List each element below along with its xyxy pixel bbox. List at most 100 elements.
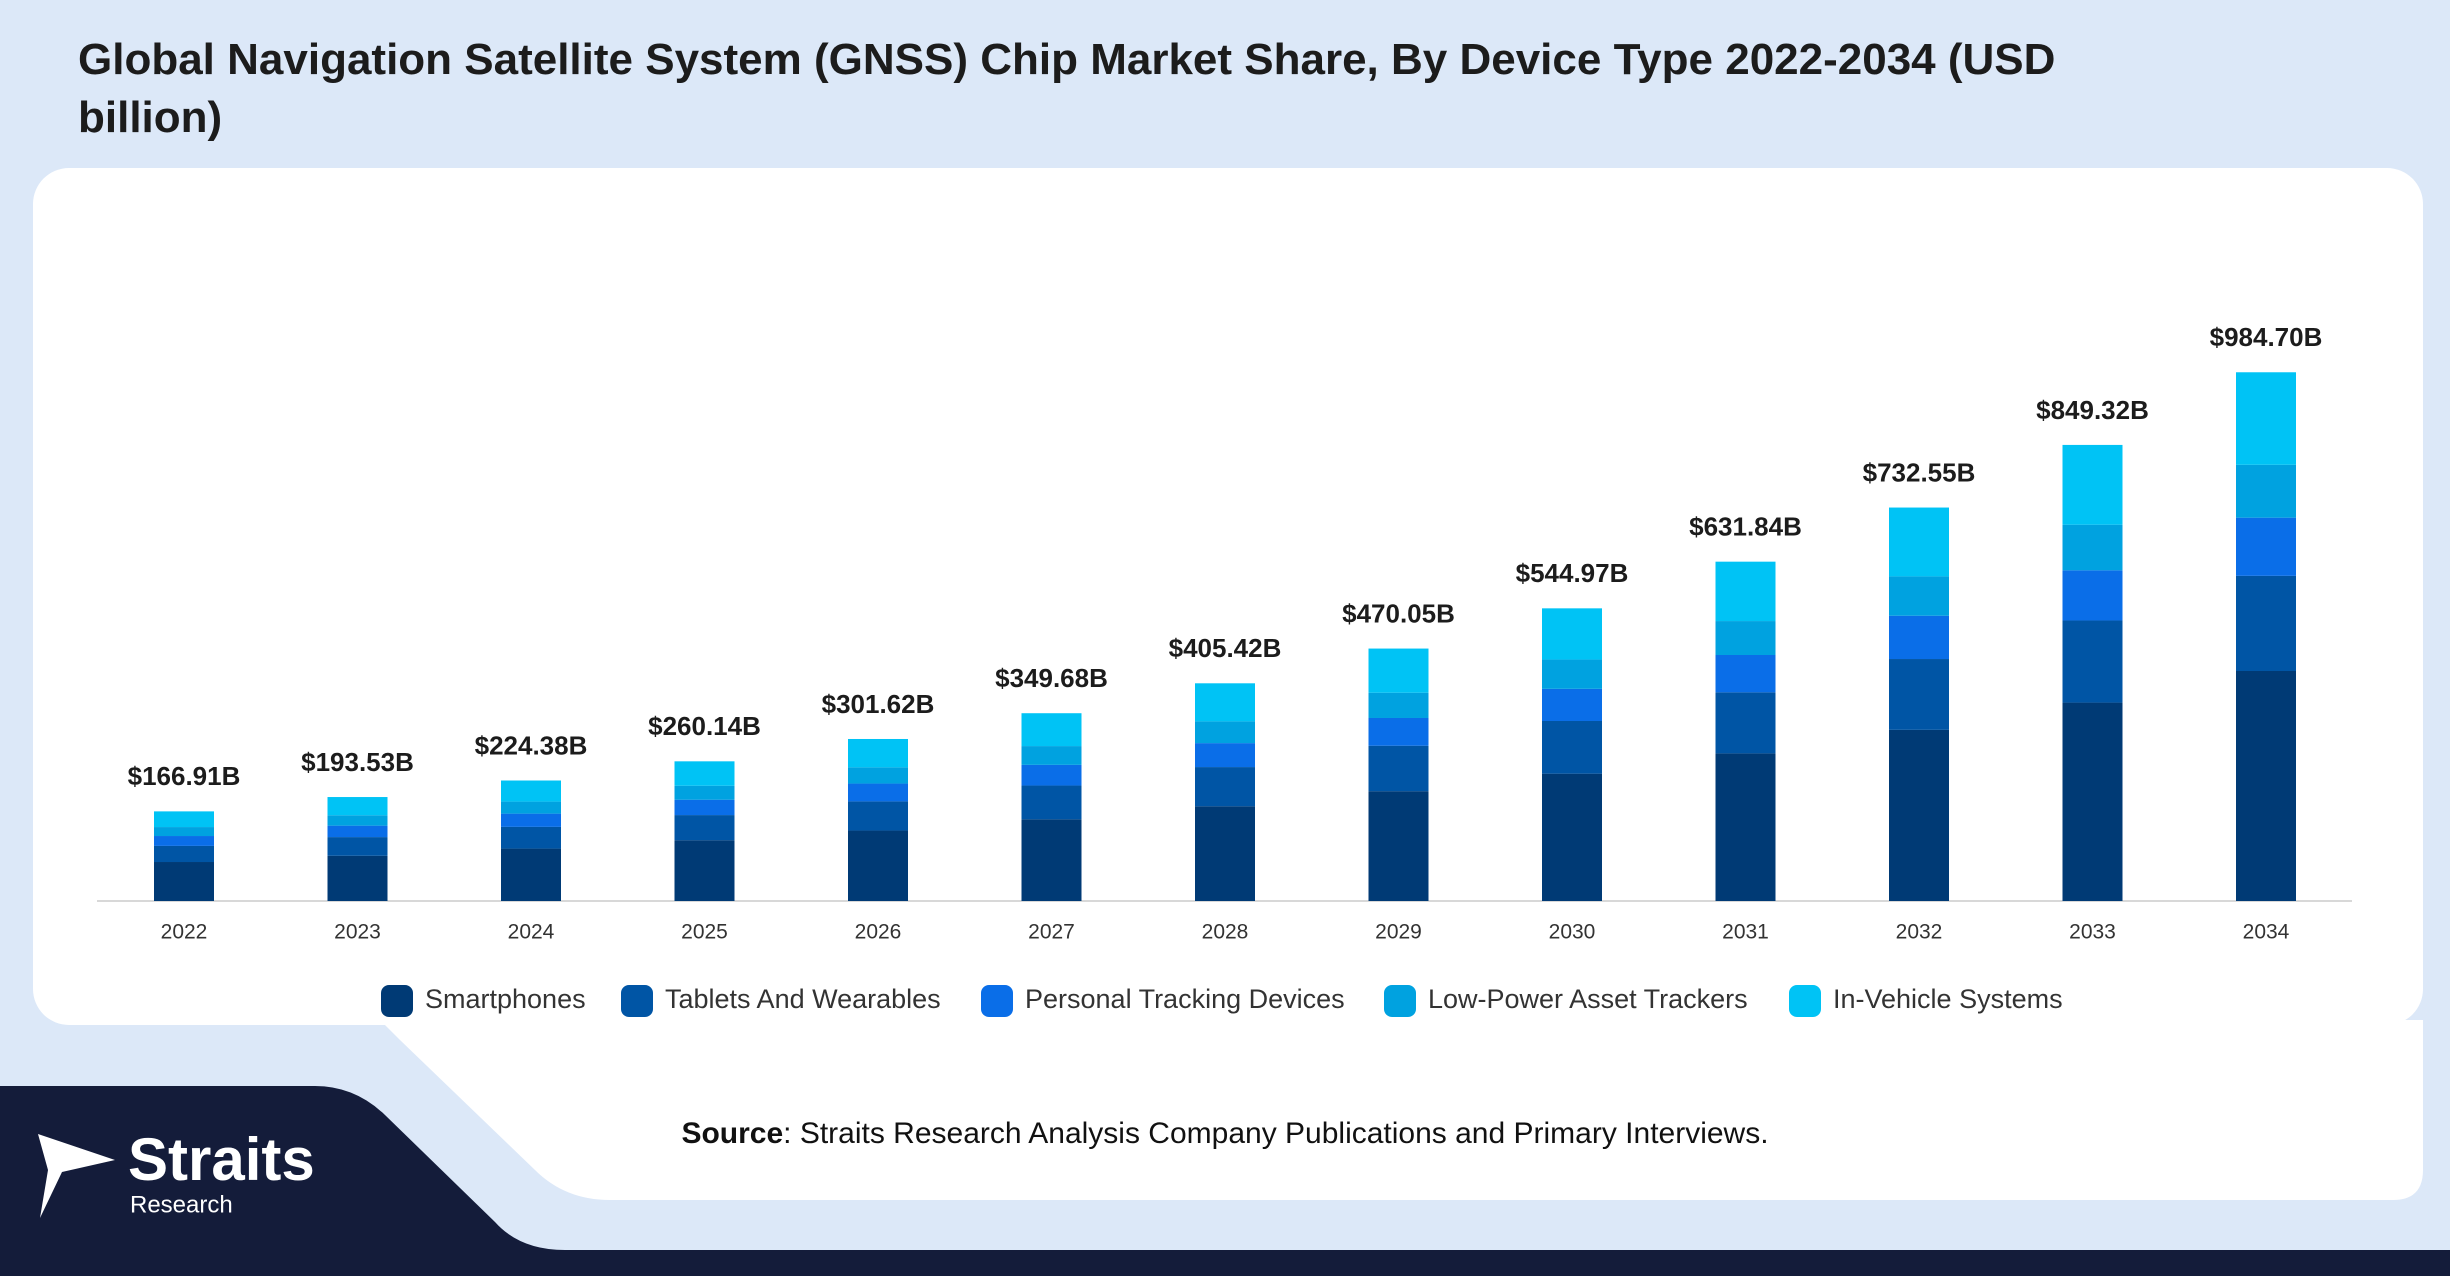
bar-segment [2062,570,2123,621]
bar-segment [2236,575,2296,672]
bar-segment [154,862,214,901]
footer-band [0,1086,2450,1276]
legend-marker [621,985,653,1017]
bar-segment [674,799,735,816]
bar-segment [2062,524,2123,571]
bar-segment [1542,773,1602,901]
bar-segment [1021,746,1082,765]
bar-segment [1368,717,1429,746]
bar-segment [2062,444,2123,525]
total-label: $470.05B [1342,598,1455,628]
total-label: $544.97B [1516,558,1629,588]
total-label: $166.91B [128,761,241,791]
legend-label: Low-Power Asset Trackers [1428,984,1748,1014]
bar-segment [1368,648,1429,693]
bar-segment [2236,671,2296,901]
bar-segment [1889,729,1949,901]
bar-segment [674,761,735,786]
source: Source: Straits Research Analysis Compan… [681,1117,1768,1150]
logo-icon [38,1134,115,1218]
bar-segment [2236,464,2296,518]
total-label: $984.70B [2210,322,2323,352]
x-tick-label: 2034 [2243,921,2290,944]
bar-segment [1542,688,1602,721]
bar-segment [674,815,735,841]
legend-label: Smartphones [425,984,586,1014]
bar-segment [501,780,561,802]
total-label: $193.53B [301,747,414,777]
x-tick-label: 2028 [1202,921,1249,944]
legend-label: Personal Tracking Devices [1025,984,1345,1014]
x-tick-label: 2023 [334,921,381,944]
bar-segment [848,738,908,768]
logo-name: Straits [128,1126,315,1193]
bar-segment [1889,576,1949,616]
bar-segment [327,825,388,838]
legend-marker [981,985,1013,1017]
x-tick-label: 2031 [1722,921,1769,944]
bar-segment [1715,561,1776,622]
logo-sub: Research [130,1191,233,1218]
total-label: $849.32B [2036,395,2149,425]
bar-segment [2236,517,2296,576]
bar-segment [1542,659,1602,689]
total-label: $224.38B [475,730,588,760]
bar-segment [154,836,214,846]
x-tick-label: 2029 [1375,921,1422,944]
total-label: $732.55B [1863,457,1976,487]
total-label: $301.62B [822,689,935,719]
bar-segment [1021,785,1082,820]
legend-label: In-Vehicle Systems [1833,984,2063,1014]
x-tick-label: 2032 [1896,921,1943,944]
bar-segment [1542,608,1602,660]
legend-marker [381,985,413,1017]
bar-segment [848,783,908,802]
source-panel [380,1020,2423,1200]
bar-segment [154,811,214,828]
bar-segment [154,845,214,863]
legend-label: Tablets And Wearables [665,984,941,1014]
x-tick-label: 2027 [1028,921,1075,944]
source-text: : Straits Research Analysis Company Publ… [783,1117,1768,1150]
bar-segment [1195,721,1255,744]
bar-segment [1021,819,1082,901]
total-label: $260.14B [648,711,761,741]
bar-segment [1021,713,1082,747]
bar-segment [1195,806,1255,901]
bar-segment [2062,620,2123,703]
x-tick-label: 2024 [508,921,555,944]
bar-segment [1715,692,1776,754]
total-label: $349.68B [995,663,1108,693]
bar-segment [501,813,561,827]
chart-panel [33,168,2423,1025]
legend-marker [1384,985,1416,1017]
bar-segment [1715,621,1776,656]
bar-segment [501,826,561,849]
bar-segment [1195,683,1255,722]
bar-segment [848,801,908,831]
bar-segment [1368,791,1429,901]
x-tick-label: 2026 [855,921,902,944]
bar-segment [2236,372,2296,465]
bar-segment [1542,720,1602,774]
bar-segment [154,827,214,837]
bar-segment [848,830,908,901]
bar-segment [2062,702,2123,901]
x-tick-label: 2025 [681,921,728,944]
x-tick-label: 2022 [161,921,208,944]
bar-segment [1889,659,1949,730]
bar-segment [327,815,388,826]
bar-segment [1889,507,1949,577]
bar-segment [1195,743,1255,768]
x-tick-label: 2033 [2069,921,2116,944]
bar-segment [1715,753,1776,901]
legend-marker [1789,985,1821,1017]
bar-segment [1368,745,1429,792]
bar-segment [501,848,561,901]
bar-segment [848,767,908,784]
bar-segment [674,785,735,800]
bar-segment [327,855,388,901]
bar-segment [1715,655,1776,693]
source-label: Source [681,1117,783,1150]
